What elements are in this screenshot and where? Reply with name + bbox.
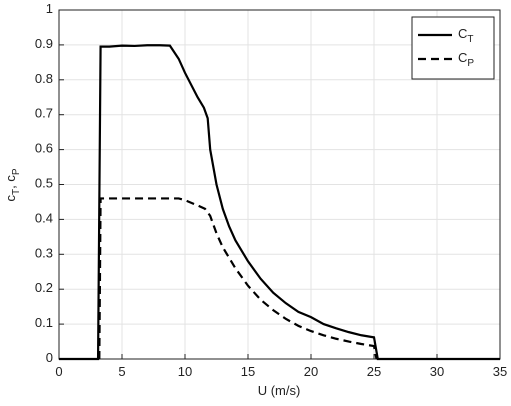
x-tick-label: 25: [367, 364, 381, 379]
x-tick-label: 20: [304, 364, 318, 379]
y-tick-label: 1: [46, 1, 53, 16]
legend-label: CT​: [458, 26, 474, 44]
x-tick-label: 30: [430, 364, 444, 379]
line-series: [98, 197, 378, 360]
x-tick-label: 35: [493, 364, 507, 379]
plot-frame: [58, 9, 501, 360]
y-tick-label: 0.1: [35, 316, 53, 331]
y-axis-label: cT​, cP​: [3, 168, 21, 201]
x-tick-label: 5: [118, 364, 125, 379]
y-tick-label: 0.9: [35, 36, 53, 51]
line-series: [59, 44, 500, 361]
y-tick-label: 0.3: [35, 246, 53, 261]
y-tick-label: 0.5: [35, 176, 53, 191]
x-tick-label: 10: [178, 364, 192, 379]
y-tick-label: 0: [46, 350, 53, 365]
y-tick-label: 0.6: [35, 141, 53, 156]
x-axis-label: U (m/s): [258, 383, 301, 398]
legend-label: CP​: [458, 50, 474, 68]
y-tick-label: 0.7: [35, 106, 53, 121]
x-tick-label: 0: [55, 364, 62, 379]
y-tick-label: 0.8: [35, 71, 53, 86]
x-tick-label: 15: [241, 364, 255, 379]
y-tick-label: 0.4: [35, 211, 53, 226]
y-tick-label: 0.2: [35, 281, 53, 296]
legend-box: [411, 16, 495, 80]
